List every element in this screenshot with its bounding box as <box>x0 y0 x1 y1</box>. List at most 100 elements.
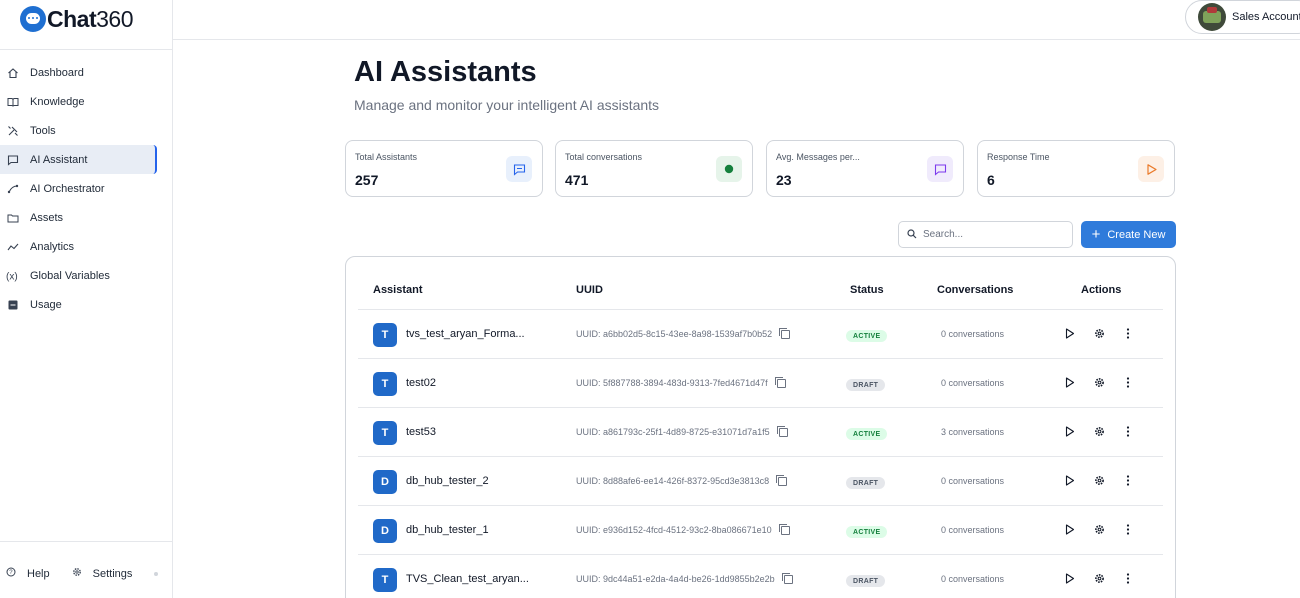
create-new-button[interactable]: + Create New <box>1081 221 1176 248</box>
assistant-name[interactable]: tvs_test_aryan_Forma... <box>406 328 525 340</box>
more-options-icon[interactable] <box>1121 424 1135 438</box>
copy-icon[interactable] <box>774 376 786 388</box>
status-badge: DRAFT <box>846 379 886 391</box>
play-icon[interactable] <box>1063 473 1077 487</box>
more-options-icon[interactable] <box>1121 473 1135 487</box>
settings-link[interactable]: Settings <box>72 567 132 580</box>
more-options-icon[interactable] <box>1121 571 1135 585</box>
sidebar-item-label: AI Orchestrator <box>30 182 105 195</box>
sidebar-item-usage[interactable]: Usage <box>0 290 172 319</box>
gear-icon[interactable] <box>1092 571 1106 585</box>
uuid-text: UUID: 9dc44a51-e2da-4a4d-be26-1dd9855b2e… <box>576 574 775 584</box>
stat-label: Total Assistants <box>355 152 418 162</box>
sidebar-item-knowledge[interactable]: Knowledge <box>0 87 172 116</box>
assistant-uuid: UUID: a861793c-25f1-4d89-8725-e31071d7a1… <box>576 425 788 437</box>
header-divider <box>173 39 1300 40</box>
book-icon <box>6 95 20 109</box>
account-switcher[interactable]: Sales Account <box>1185 0 1300 34</box>
sidebar-item-label: Dashboard <box>30 66 84 79</box>
app-logo[interactable]: Chat360 <box>20 4 133 34</box>
sidebar-nav: Dashboard Knowledge Tools AI Assistant AI Or… <box>0 58 172 319</box>
usage-icon <box>6 298 20 312</box>
search-icon <box>907 226 917 244</box>
assistant-avatar: T <box>373 421 397 445</box>
conversation-count: 0 conversations <box>941 476 1005 486</box>
search-input[interactable] <box>923 229 1063 240</box>
table-row[interactable]: T TVS_Clean_test_aryan... UUID: 9dc44a51-e… <box>358 555 1163 598</box>
assistants-table: Assistant UUID Status Conversations Acti… <box>345 256 1176 598</box>
copy-icon[interactable] <box>776 474 788 486</box>
conversation-count: 0 conversations <box>941 378 1005 388</box>
assistant-uuid: UUID: 9dc44a51-e2da-4a4d-be26-1dd9855b2e… <box>576 572 793 584</box>
stat-value: 471 <box>565 172 589 188</box>
sidebar-item-ai-assistant[interactable]: AI Assistant <box>0 145 157 174</box>
row-actions <box>1063 375 1150 389</box>
copy-icon[interactable] <box>776 425 788 437</box>
stat-card-response-time: Response Time 6 <box>977 140 1175 197</box>
copy-icon[interactable] <box>781 572 793 584</box>
stat-card-avg-messages-per: Avg. Messages per... 23 <box>766 140 964 197</box>
help-label: Help <box>27 567 50 580</box>
status-badge: ACTIVE <box>846 330 888 342</box>
copy-icon[interactable] <box>779 327 791 339</box>
gear-icon[interactable] <box>1092 375 1106 389</box>
sidebar-item-label: Assets <box>30 211 64 224</box>
stat-label: Avg. Messages per... <box>776 152 860 162</box>
gear-icon[interactable] <box>1092 473 1106 487</box>
header-divider <box>358 309 1163 310</box>
copy-icon[interactable] <box>778 523 790 535</box>
status-badge: DRAFT <box>846 575 886 587</box>
assistant-name[interactable]: db_hub_tester_2 <box>406 475 489 487</box>
assistant-name[interactable]: db_hub_tester_1 <box>406 524 489 536</box>
sidebar-item-global-variables[interactable]: (x) Global Variables <box>0 261 172 290</box>
sidebar-item-assets[interactable]: Assets <box>0 203 172 232</box>
play-icon[interactable] <box>1063 424 1077 438</box>
plus-icon: + <box>1091 226 1101 243</box>
assistant-avatar: T <box>373 568 397 592</box>
gear-icon[interactable] <box>1092 522 1106 536</box>
column-header-uuid: UUID <box>576 284 603 296</box>
search-box[interactable] <box>898 221 1073 248</box>
uuid-text: UUID: 5f887788-3894-483d-9313-7fed4671d4… <box>576 378 768 388</box>
conversation-count: 3 conversations <box>941 427 1005 437</box>
gear-icon[interactable] <box>1092 424 1106 438</box>
sidebar-item-ai-orchestrator[interactable]: AI Orchestrator <box>0 174 172 203</box>
play-icon[interactable] <box>1063 375 1077 389</box>
row-actions <box>1063 424 1150 438</box>
row-actions <box>1063 571 1150 585</box>
sidebar-item-label: Global Variables <box>30 269 110 282</box>
play-icon[interactable] <box>1063 522 1077 536</box>
sidebar-item-label: AI Assistant <box>30 153 88 166</box>
assistant-uuid: UUID: 8d88afe6-ee14-426f-8372-95cd3e3813… <box>576 474 788 486</box>
help-link[interactable]: ? Help <box>6 567 50 580</box>
flow-icon <box>6 182 20 196</box>
page-title: AI Assistants <box>354 56 537 88</box>
sidebar-item-analytics[interactable]: Analytics <box>0 232 172 261</box>
more-options-icon[interactable] <box>1121 522 1135 536</box>
gear-icon[interactable] <box>1092 326 1106 340</box>
sidebar-item-dashboard[interactable]: Dashboard <box>0 58 172 87</box>
stat-card-total-assistants: Total Assistants 257 <box>345 140 543 197</box>
sidebar-item-tools[interactable]: Tools <box>0 116 172 145</box>
trend-icon <box>6 240 20 254</box>
column-header-status: Status <box>850 284 884 296</box>
uuid-text: UUID: 8d88afe6-ee14-426f-8372-95cd3e3813… <box>576 476 770 486</box>
play-icon[interactable] <box>1063 571 1077 585</box>
assistant-name[interactable]: test02 <box>406 377 436 389</box>
create-new-label: Create New <box>1107 228 1166 241</box>
more-options-icon[interactable] <box>1121 326 1135 340</box>
column-header-conversations: Conversations <box>937 284 1014 296</box>
gear-icon <box>72 567 84 580</box>
play-icon[interactable] <box>1063 326 1077 340</box>
stat-value: 6 <box>987 172 995 188</box>
sidebar-divider <box>0 49 172 50</box>
assistant-name[interactable]: test53 <box>406 426 436 438</box>
assistant-name[interactable]: TVS_Clean_test_aryan... <box>406 573 529 585</box>
svg-text:(x): (x) <box>6 271 18 282</box>
more-options-icon[interactable] <box>1121 375 1135 389</box>
